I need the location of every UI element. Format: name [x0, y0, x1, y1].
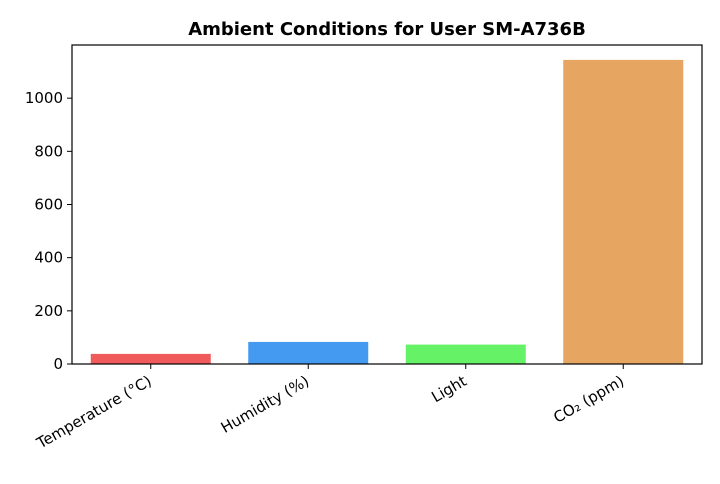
- y-tick-label-2: 400: [34, 249, 63, 267]
- bar-0: [90, 353, 211, 364]
- chart-title: Ambient Conditions for User SM-A736B: [188, 19, 586, 40]
- bar-3: [563, 59, 684, 365]
- plot-frame: [71, 44, 703, 365]
- y-tick-label-5: 1000: [25, 89, 63, 107]
- x-tick-label-3: CO₂ (ppm): [550, 372, 627, 427]
- bar-2: [405, 344, 526, 364]
- y-tick-label-4: 800: [34, 142, 63, 160]
- x-tick-label-0: Temperature (°C): [33, 372, 155, 453]
- y-axis: 0 200 400 600 800 1000: [25, 89, 72, 373]
- x-axis: Temperature (°C) Humidity (%) Light CO₂ (pp…: [33, 364, 627, 453]
- x-tick-label-2: Light: [428, 372, 470, 406]
- y-tick-label-0: 0: [53, 355, 63, 373]
- x-tick-label-1: Humidity (%): [218, 372, 313, 437]
- bars-layer: [90, 59, 684, 365]
- y-tick-label-3: 600: [34, 196, 63, 214]
- y-tick-label-1: 200: [34, 302, 63, 320]
- bar-1: [248, 341, 369, 364]
